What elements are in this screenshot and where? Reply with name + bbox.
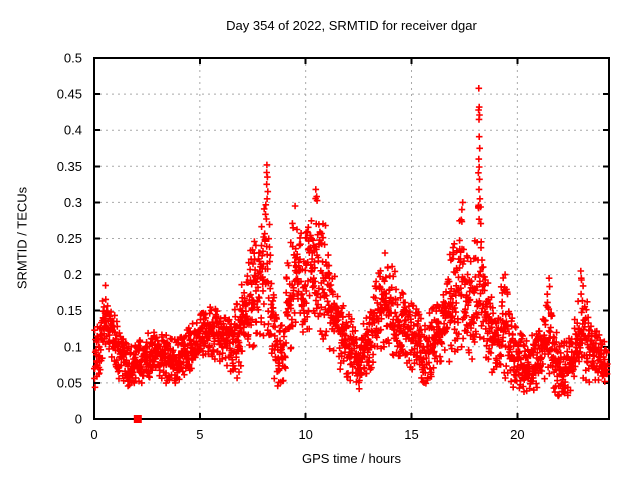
- x-axis-title: GPS time / hours: [302, 451, 401, 466]
- y-tick-label: 0.15: [57, 303, 82, 318]
- y-tick-label: 0.35: [57, 159, 82, 174]
- scatter-points: [91, 85, 611, 400]
- x-tick-label: 15: [404, 427, 418, 442]
- y-tick-label: 0.3: [64, 195, 82, 210]
- x-tick-label: 5: [196, 427, 203, 442]
- y-tick-label: 0.45: [57, 87, 82, 102]
- y-tick-label: 0.2: [64, 267, 82, 282]
- y-tick-label: 0.05: [57, 375, 82, 390]
- chart-title: Day 354 of 2022, SRMTID for receiver dga…: [226, 18, 477, 33]
- y-tick-label: 0.5: [64, 51, 82, 66]
- x-tick-label: 0: [90, 427, 97, 442]
- x-tick-label: 20: [510, 427, 524, 442]
- y-tick-label: 0.4: [64, 123, 82, 138]
- y-tick-label: 0: [75, 412, 82, 427]
- x-tick-label: 10: [298, 427, 312, 442]
- y-tick-label: 0.25: [57, 231, 82, 246]
- y-tick-label: 0.1: [64, 339, 82, 354]
- square-marker: [133, 415, 142, 423]
